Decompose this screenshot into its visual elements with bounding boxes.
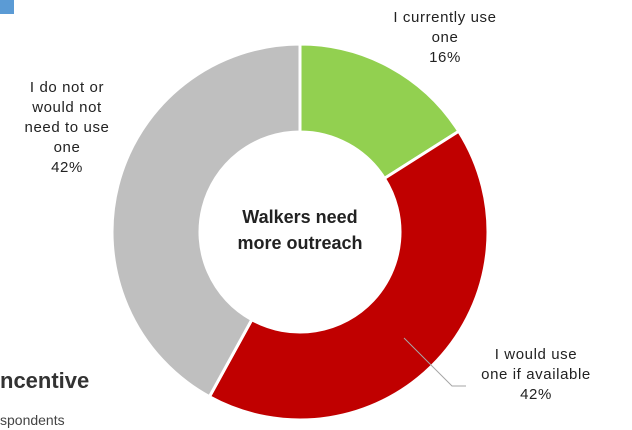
donut-slices bbox=[110, 42, 490, 422]
slice-label-do-not-need: I do not or would not need to use one 42… bbox=[0, 78, 134, 178]
slice-label-line: one if available bbox=[481, 366, 591, 383]
slice-value-label: 16% bbox=[429, 49, 461, 66]
slice-label-line: I do not or bbox=[29, 79, 105, 96]
leader-lines bbox=[403, 337, 466, 387]
slice-label-line: need to use bbox=[24, 119, 110, 136]
slice-label-line: I would use bbox=[494, 346, 578, 363]
center-label-line: Walkers need bbox=[242, 207, 358, 227]
slice-value-label: 42% bbox=[51, 159, 83, 176]
slice-label-line: one bbox=[431, 29, 459, 46]
donut-slice-2 bbox=[110, 42, 302, 399]
slice-label-line: I currently use bbox=[393, 9, 497, 26]
leader-line-would-use bbox=[403, 337, 466, 387]
slice-label-currently-use: I currently use one 16% bbox=[360, 8, 530, 68]
background-slide-title: ncentive bbox=[0, 368, 90, 393]
donut-slice-1 bbox=[207, 129, 490, 422]
slice-label-line: one bbox=[53, 139, 81, 156]
center-label-line: more outreach bbox=[237, 233, 363, 253]
slice-label-line: would not bbox=[32, 99, 102, 116]
background-slide-subtitle: spondents bbox=[0, 412, 65, 428]
slice-value-label: 42% bbox=[520, 386, 552, 403]
corner-accent-square bbox=[0, 0, 14, 14]
slice-label-would-use: I would use one if available 42% bbox=[446, 345, 626, 405]
donut-center-label: Walkers need more outreach bbox=[200, 204, 400, 256]
